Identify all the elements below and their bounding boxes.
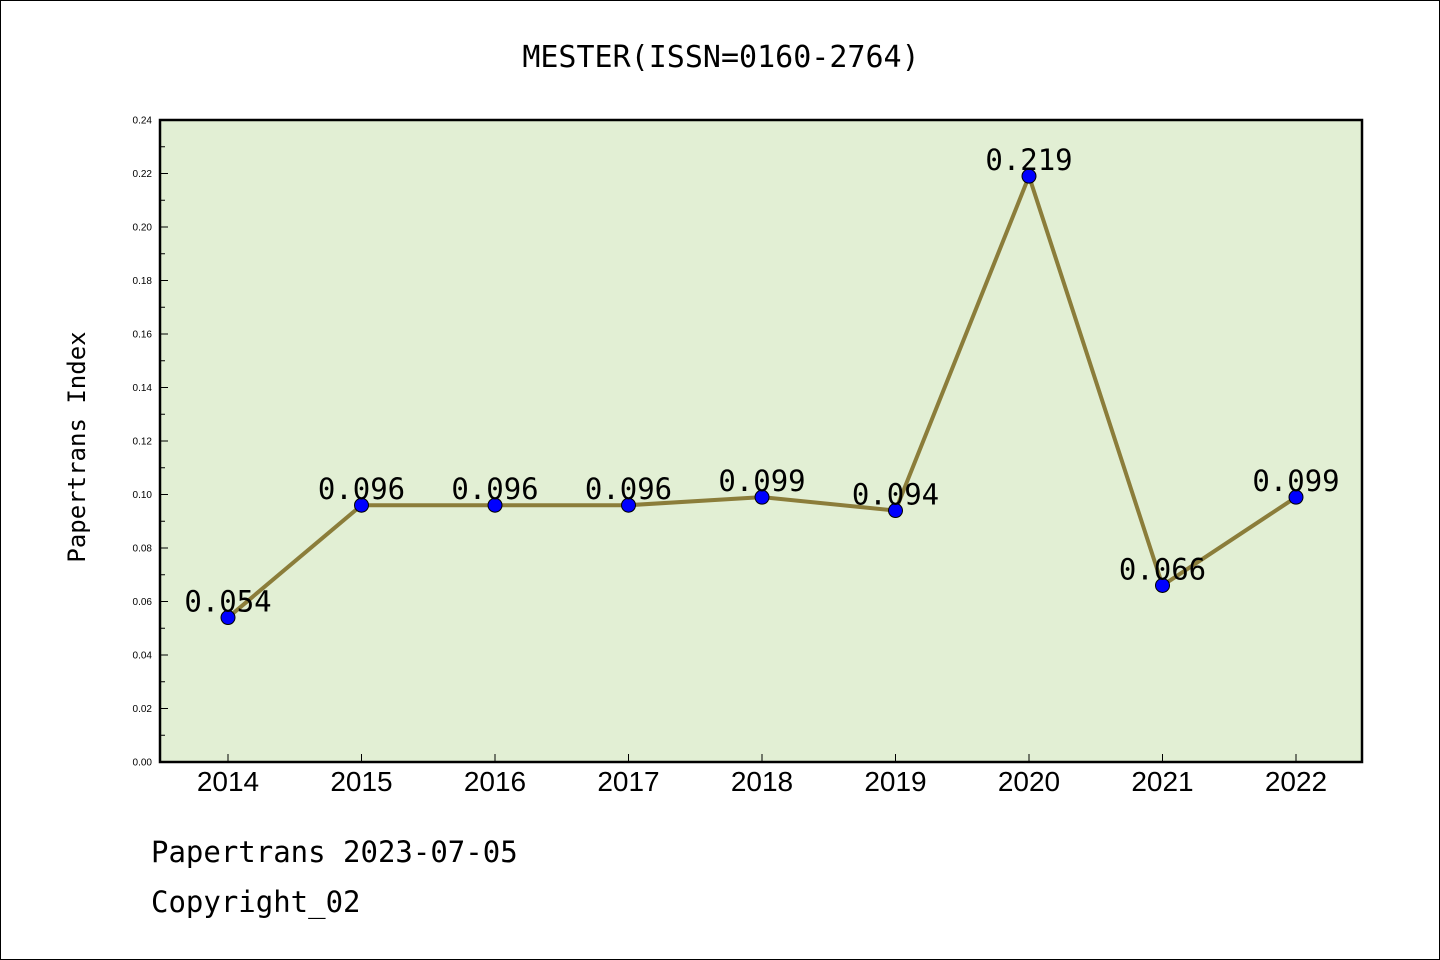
data-label: 0.099 bbox=[718, 464, 805, 498]
data-point bbox=[621, 497, 636, 513]
y-tick-label: 0.02 bbox=[133, 704, 153, 715]
y-tick-label: 0.06 bbox=[133, 597, 153, 608]
x-tick-label: 2019 bbox=[864, 766, 926, 797]
data-label: 0.096 bbox=[318, 472, 405, 506]
data-point bbox=[754, 489, 770, 505]
y-tick-label: 0.20 bbox=[133, 223, 153, 234]
data-label: 0.099 bbox=[1252, 464, 1339, 498]
x-tick-label: 2021 bbox=[1131, 766, 1193, 797]
data-label: 0.096 bbox=[585, 472, 672, 506]
y-tick-label: 0.04 bbox=[133, 651, 153, 662]
data-point bbox=[220, 610, 236, 626]
x-tick-label: 2016 bbox=[464, 766, 526, 797]
data-label: 0.094 bbox=[852, 478, 939, 512]
chart-title: MESTER(ISSN=0160-2764) bbox=[522, 40, 919, 75]
footer-copyright: Copyright_02 bbox=[151, 885, 361, 919]
data-point bbox=[888, 503, 903, 519]
series-markers bbox=[220, 168, 1304, 626]
y-tick-label: 0.12 bbox=[133, 437, 153, 448]
y-axis-label: Papertrans Index bbox=[63, 331, 91, 562]
y-tick-label: 0.10 bbox=[133, 490, 153, 501]
y-tick-label: 0.18 bbox=[133, 276, 153, 287]
data-label: 0.066 bbox=[1119, 552, 1206, 586]
y-tick-label: 0.22 bbox=[133, 169, 153, 180]
plot-area bbox=[160, 120, 1362, 762]
data-point bbox=[1155, 577, 1170, 593]
data-point bbox=[1288, 489, 1304, 505]
data-labels: 0.054 0.096 0.096 0.096 0.099 0.094 0.219 0.066… bbox=[184, 143, 1339, 618]
data-label: 0.096 bbox=[451, 472, 538, 506]
data-label: 0.219 bbox=[985, 143, 1072, 177]
y-tick-label: 0.16 bbox=[133, 330, 153, 341]
y-tick-label: 0.00 bbox=[133, 758, 153, 769]
y-tick-label: 0.14 bbox=[133, 383, 153, 394]
x-tick-label: 2015 bbox=[330, 766, 392, 797]
x-tick-label: 2020 bbox=[998, 766, 1060, 797]
x-tick-label: 2022 bbox=[1265, 766, 1327, 797]
x-tick-label: 2017 bbox=[597, 766, 659, 797]
y-tick-label: 0.24 bbox=[133, 116, 153, 127]
data-label: 0.054 bbox=[184, 585, 271, 619]
y-axis: 0.00 0.02 0.04 0.06 0.08 0.10 0.12 0.14 0.16 0.18… bbox=[133, 116, 168, 769]
footer-date: Papertrans 2023-07-05 bbox=[151, 835, 518, 869]
data-point bbox=[1021, 168, 1037, 184]
data-point bbox=[354, 497, 369, 513]
x-axis: 2014 2015 2016 2017 2018 2019 2020 2021 2022 bbox=[197, 754, 1327, 797]
y-tick-label: 0.08 bbox=[133, 544, 153, 555]
data-point bbox=[487, 497, 503, 513]
x-tick-label: 2018 bbox=[731, 766, 793, 797]
x-tick-label: 2014 bbox=[197, 766, 259, 797]
plot-border bbox=[158, 118, 1364, 764]
